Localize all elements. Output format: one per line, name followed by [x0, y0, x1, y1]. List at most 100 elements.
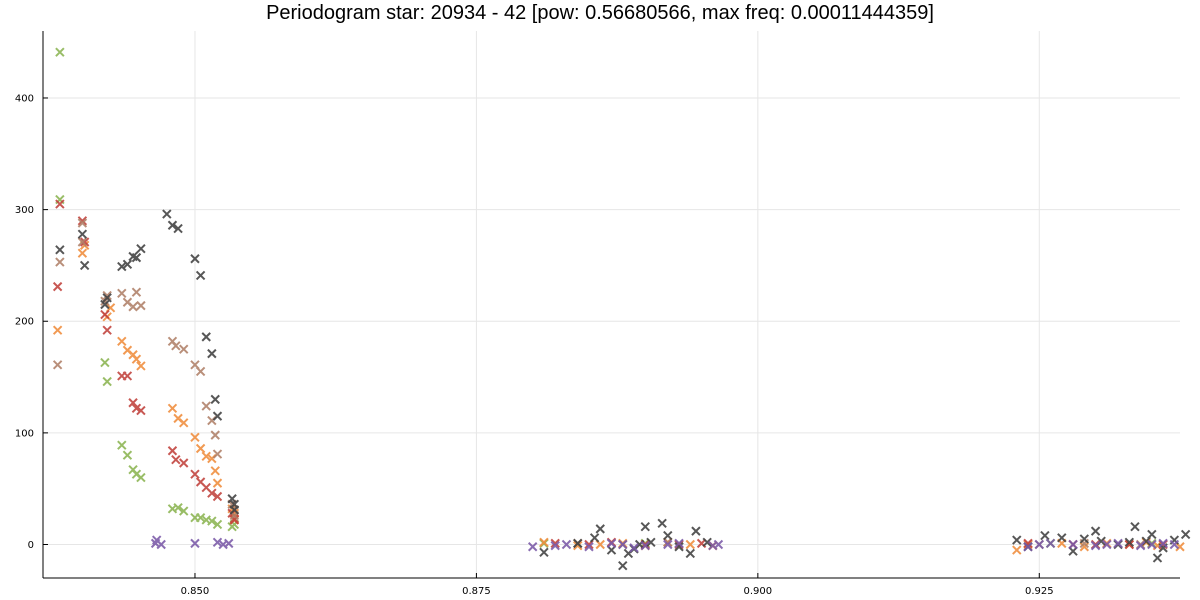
data-point — [539, 537, 549, 547]
data-point — [117, 440, 127, 450]
data-point — [128, 398, 138, 408]
data-point — [102, 325, 112, 335]
data-point — [212, 491, 223, 502]
data-point — [167, 403, 178, 414]
data-point — [77, 229, 88, 239]
series-5 — [150, 535, 1180, 553]
data-point — [117, 261, 127, 272]
data-point — [136, 472, 146, 483]
y-tick-label: 100 — [15, 428, 34, 439]
data-point — [1090, 540, 1101, 551]
data-point — [1012, 545, 1022, 555]
data-point — [136, 243, 146, 254]
data-point — [527, 542, 538, 552]
data-point — [539, 547, 549, 558]
data-point — [136, 405, 146, 416]
data-point — [77, 237, 88, 247]
data-point — [550, 538, 560, 549]
data-point — [663, 539, 673, 550]
data-point — [122, 371, 133, 381]
data-point — [122, 259, 133, 270]
data-point — [663, 530, 673, 541]
data-point — [207, 488, 217, 498]
x-tick-label: 0.900 — [744, 586, 773, 597]
data-point — [179, 458, 189, 468]
data-point — [227, 494, 237, 504]
data-point — [190, 469, 200, 479]
data-point — [117, 336, 127, 347]
data-point — [79, 237, 90, 247]
data-point — [190, 538, 200, 549]
data-point — [573, 538, 583, 549]
data-point — [55, 245, 65, 255]
data-point — [1023, 542, 1033, 552]
data-point — [79, 260, 90, 271]
data-point — [224, 538, 234, 549]
data-point — [131, 252, 142, 263]
data-point — [102, 376, 112, 387]
data-point — [1068, 539, 1078, 550]
data-point — [195, 513, 206, 523]
data-point — [595, 524, 605, 534]
data-point — [190, 432, 200, 443]
y-tick-label: 0 — [28, 540, 34, 551]
data-point — [685, 539, 696, 550]
data-point — [618, 561, 628, 571]
y-tick-label: 300 — [15, 205, 34, 216]
data-point — [156, 539, 166, 550]
data-point — [640, 540, 650, 551]
x-tick-label: 0.875 — [462, 586, 491, 597]
y-tick-label: 400 — [15, 93, 34, 104]
data-point — [212, 449, 223, 459]
data-point — [629, 543, 639, 553]
data-point — [1169, 539, 1180, 550]
data-point — [640, 521, 650, 532]
data-point — [646, 537, 656, 547]
data-point — [122, 450, 133, 460]
data-point — [229, 505, 240, 515]
data-point — [1012, 535, 1022, 545]
axes — [42, 31, 1180, 579]
data-point — [167, 220, 178, 230]
data-point — [100, 299, 110, 310]
data-point — [674, 538, 684, 549]
data-point — [1147, 539, 1157, 550]
data-point — [674, 542, 684, 552]
data-point — [52, 325, 63, 335]
data-point — [55, 257, 65, 267]
data-point — [55, 47, 65, 57]
data-point — [1079, 534, 1090, 544]
data-point — [1135, 540, 1146, 551]
data-point — [167, 446, 178, 456]
data-point — [618, 539, 628, 550]
series-4 — [55, 209, 1191, 571]
data-point — [573, 540, 583, 551]
data-point — [212, 519, 223, 530]
data-point — [1040, 530, 1050, 541]
data-point — [212, 537, 223, 547]
data-point — [584, 542, 594, 552]
data-point — [100, 357, 110, 368]
data-point — [210, 430, 220, 440]
data-point — [136, 361, 146, 371]
data-point — [179, 344, 189, 354]
data-points — [52, 47, 1191, 571]
data-point — [210, 466, 220, 476]
data-point — [212, 411, 223, 421]
data-point — [55, 199, 65, 209]
data-point — [589, 533, 600, 543]
data-point — [1124, 537, 1135, 547]
data-point — [207, 516, 217, 526]
data-point — [1079, 542, 1090, 552]
data-point — [173, 223, 183, 234]
data-point — [1152, 553, 1163, 563]
data-point — [52, 281, 63, 292]
data-point — [1124, 539, 1135, 550]
series-0 — [55, 47, 1157, 549]
data-point — [1090, 526, 1101, 536]
data-point — [171, 341, 181, 351]
series-2 — [52, 199, 1168, 550]
data-point — [606, 538, 617, 549]
data-point — [100, 309, 110, 320]
